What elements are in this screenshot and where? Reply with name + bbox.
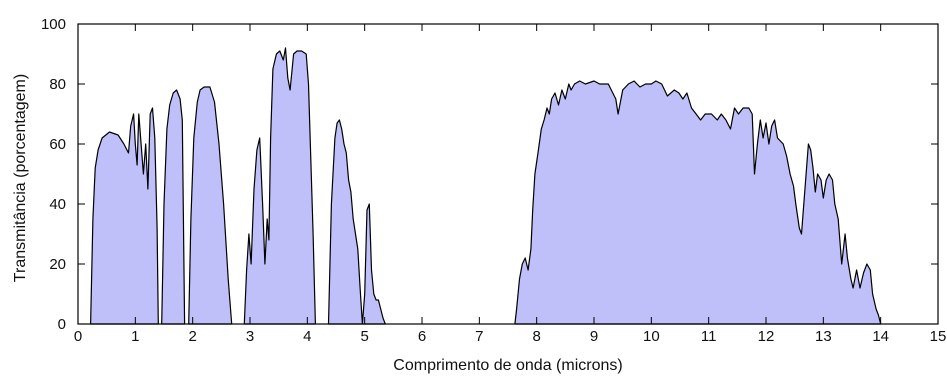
x-tick-label: 0 (74, 328, 82, 345)
x-tick-label: 9 (590, 328, 598, 345)
x-tick-label: 4 (303, 328, 311, 345)
y-axis-title: Transmitância (porcentagem) (12, 74, 29, 282)
x-tick-label: 11 (701, 328, 717, 345)
x-tick-label: 12 (758, 328, 775, 345)
x-tick-label: 13 (815, 328, 832, 345)
transmittance-band-0-1 (161, 89, 186, 325)
transmittance-band-0-0 (90, 107, 159, 325)
y-tick-label: 80 (49, 76, 66, 93)
y-tick-label: 100 (41, 16, 66, 33)
x-tick-label: 2 (188, 328, 196, 345)
transmittance-band-0-2 (188, 86, 233, 325)
x-tick-label: 14 (872, 328, 889, 345)
y-tick-label: 60 (49, 136, 66, 153)
transmittance-band-0-3 (243, 47, 316, 325)
y-tick-label: 20 (49, 256, 66, 273)
y-tick-label: 0 (58, 316, 66, 333)
x-tick-label: 8 (532, 328, 540, 345)
x-tick-label: 5 (360, 328, 368, 345)
x-tick-label: 10 (643, 328, 660, 345)
x-axis-ticks: 0 1 2 3 4 5 6 7 8 9 10 11 12 13 14 15 (74, 24, 947, 345)
x-tick-label: 6 (418, 328, 426, 345)
x-axis-title: Comprimento de onda (microns) (393, 357, 622, 374)
transmittance-band-0-4 (327, 119, 386, 325)
x-tick-label: 7 (475, 328, 483, 345)
transmittance-areas (90, 47, 882, 325)
y-axis-ticks: 0 20 40 60 80 100 (41, 16, 938, 333)
y-tick-label: 40 (49, 196, 66, 213)
x-tick-label: 3 (246, 328, 254, 345)
x-tick-label: 1 (131, 328, 139, 345)
transmittance-band-1-0 (514, 80, 882, 325)
x-tick-label: 15 (930, 328, 947, 345)
plot-frame (77, 23, 939, 325)
